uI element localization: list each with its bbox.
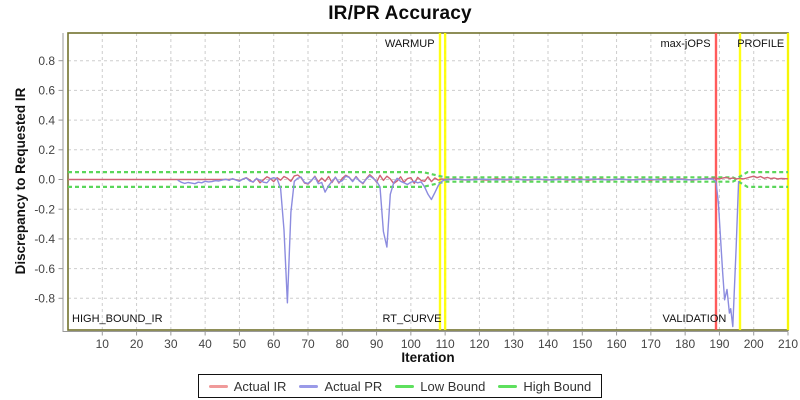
phase-label-profile: PROFILE — [737, 38, 784, 50]
x-tick-label: 140 — [538, 337, 558, 351]
phase-label-rt_curve: RT_CURVE — [383, 313, 442, 325]
legend-swatch — [498, 384, 518, 388]
y-tick-label: -0.2 — [34, 202, 55, 216]
y-tick-label: 0.2 — [38, 143, 55, 157]
chart-title: IR/PR Accuracy — [328, 3, 472, 24]
legend-item-low-bound: Low Bound — [395, 379, 485, 394]
legend-swatch — [395, 384, 415, 388]
x-tick-label: 200 — [744, 337, 764, 351]
series-actual-pr — [177, 175, 740, 328]
series-low-bound — [68, 179, 788, 188]
legend: Actual IR Actual PR Low Bound High Bound — [0, 374, 800, 398]
y-tick-label: -0.4 — [34, 232, 55, 246]
x-tick-label: 110 — [436, 337, 455, 351]
x-tick-label: 210 — [778, 337, 798, 351]
legend-swatch — [299, 384, 319, 388]
y-tick-label: 0.6 — [38, 84, 55, 98]
y-tick-label: -0.6 — [34, 262, 55, 276]
legend-label: Actual IR — [233, 378, 287, 394]
phase-label-high_bound_ir: HIGH_BOUND_IR — [72, 313, 163, 325]
y-tick-label: -0.8 — [34, 292, 55, 306]
x-tick-label: 20 — [130, 337, 144, 351]
x-tick-label: 60 — [267, 337, 281, 351]
legend-label: Low Bound — [420, 378, 486, 394]
x-tick-label: 10 — [96, 337, 110, 351]
legend-swatch — [208, 384, 228, 388]
legend-label: High Bound — [523, 378, 592, 394]
x-tick-label: 120 — [469, 337, 489, 351]
series-high-bound — [68, 171, 788, 180]
legend-box: Actual IR Actual PR Low Bound High Bound — [197, 374, 603, 398]
x-tick-label: 190 — [709, 337, 729, 351]
x-tick-label: 100 — [401, 337, 421, 351]
x-tick-label: 180 — [675, 337, 695, 351]
x-tick-label: 70 — [301, 337, 315, 351]
x-tick-label: 50 — [233, 337, 247, 351]
y-tick-label: 0.8 — [38, 54, 55, 68]
legend-item-high-bound: High Bound — [498, 379, 591, 394]
phase-label-validation: VALIDATION — [663, 313, 727, 325]
x-tick-label: 90 — [370, 337, 384, 351]
x-tick-label: 170 — [641, 337, 661, 351]
y-tick-label: 0.4 — [38, 113, 55, 127]
x-axis-title: Iteration — [401, 350, 455, 365]
legend-item-actual-ir: Actual IR — [208, 378, 287, 394]
phase-label-max-jops: max-jOPS — [660, 38, 710, 50]
phase-label-warmup: WARMUP — [385, 38, 435, 50]
plot-canvas: 10 20 30 40 50 60 70 80 90 100 110 120 130 140 150 160 1… — [34, 32, 798, 351]
legend-item-actual-pr: Actual PR — [299, 379, 382, 394]
x-tick-label: 150 — [572, 337, 592, 351]
x-tick-label: 130 — [504, 337, 524, 351]
y-tick-label: 0.0 — [38, 173, 55, 187]
x-tick-label: 40 — [198, 337, 212, 351]
legend-label: Actual PR — [324, 378, 383, 394]
x-tick-label: 80 — [336, 337, 350, 351]
x-tick-label: 30 — [164, 337, 178, 351]
x-tick-label: 160 — [607, 337, 627, 351]
